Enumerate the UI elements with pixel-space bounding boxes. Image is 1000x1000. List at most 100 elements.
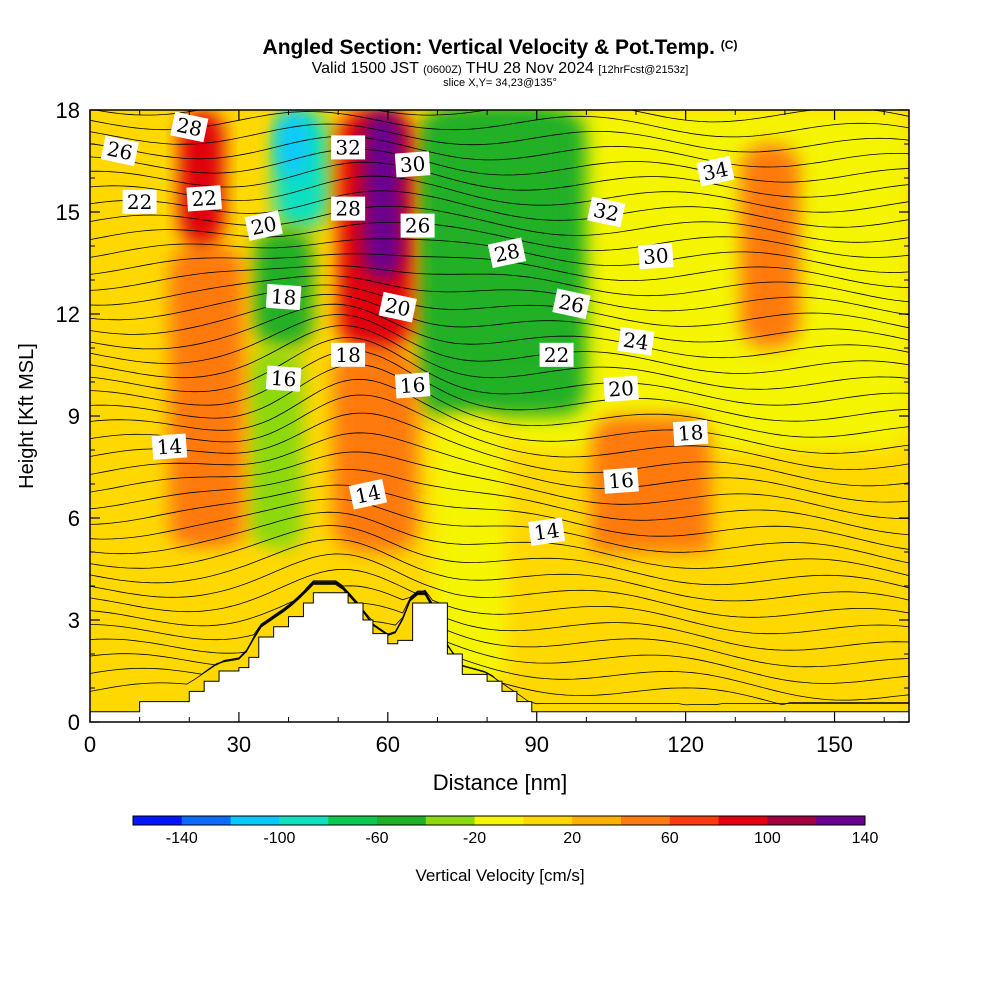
- contour-label: 14: [348, 478, 388, 510]
- colorbar-swatch: [767, 816, 817, 825]
- valid-time-utc: (0600Z): [423, 64, 462, 76]
- isentrope-line: [90, 581, 909, 684]
- colorbar-swatch: [133, 816, 183, 825]
- colorbar-swatch: [474, 816, 524, 825]
- slice-info: slice X,Y= 34,23@135°: [443, 77, 557, 89]
- isentrope-line: [90, 123, 909, 153]
- isentrope-line: [90, 350, 909, 422]
- velocity-region: [546, 552, 909, 722]
- isentrope-line: [90, 498, 909, 564]
- valid-date: THU 28 Nov 2024: [465, 60, 594, 77]
- isentrope-line: [90, 275, 909, 316]
- colorbar-frame: [132, 815, 866, 826]
- svg-text:16: 16: [608, 468, 635, 494]
- contour-label: 20: [603, 375, 639, 402]
- svg-text:24: 24: [622, 328, 651, 355]
- velocity-region: [169, 246, 244, 552]
- svg-text:26: 26: [405, 214, 430, 238]
- velocity-region: [278, 110, 309, 178]
- vertical-velocity-colorbar: -140 -100 -60 -20 20 60 100 140: [132, 815, 878, 847]
- colorbar-label: Vertical Velocity [cm/s]: [415, 866, 584, 885]
- svg-text:28: 28: [335, 197, 360, 221]
- contour-label: 28: [331, 196, 366, 221]
- isentrope-line: [90, 538, 909, 602]
- isentrope-line: [90, 469, 909, 535]
- svg-text:30: 30: [642, 243, 669, 269]
- isentrope-line: [90, 303, 909, 359]
- contour-label: 20: [378, 291, 417, 323]
- isentrope-line: [90, 222, 909, 258]
- svg-text:28: 28: [174, 113, 204, 142]
- contour-label: 20: [244, 210, 283, 241]
- x-tick-label: 60: [376, 732, 400, 757]
- colorbar-tick-label: 60: [661, 830, 679, 847]
- contour-label: 16: [394, 372, 431, 399]
- svg-text:18: 18: [335, 343, 360, 367]
- colorbar-tick-label: -60: [365, 830, 388, 847]
- colorbar-swatch: [718, 816, 768, 825]
- contour-label: 18: [672, 419, 709, 447]
- contour-label: 28: [170, 111, 209, 143]
- svg-text:20: 20: [249, 211, 279, 240]
- isentrope-line: [90, 84, 909, 107]
- colorbar-swatch: [377, 816, 427, 825]
- contour-label: 30: [394, 151, 431, 178]
- chart-subtitle: Valid 1500 JST (0600Z) THU 28 Nov 2024 […: [0, 61, 1000, 78]
- colorbar-swatch: [181, 816, 232, 825]
- isentrope-line: [90, 525, 909, 589]
- isentrope-line: [90, 484, 909, 550]
- svg-text:16: 16: [270, 366, 297, 392]
- svg-text:34: 34: [700, 157, 730, 186]
- contour-label: 26: [552, 288, 591, 320]
- isentrope-line: [90, 293, 909, 343]
- svg-text:14: 14: [532, 518, 561, 545]
- svg-text:26: 26: [105, 136, 135, 165]
- isentrope-line: [90, 284, 909, 329]
- colorbar-swatch: [816, 816, 866, 825]
- isentrope-line: [90, 432, 909, 503]
- svg-text:16: 16: [399, 373, 426, 399]
- plot-area: 14 14 14 16 16 16 18 18 18 20 20 20 22 22 22 24 26 26 26 28…: [90, 84, 909, 722]
- isentrope-line: [90, 378, 909, 454]
- svg-text:32: 32: [591, 198, 621, 227]
- svg-text:20: 20: [383, 293, 413, 322]
- svg-text:18: 18: [270, 284, 297, 310]
- colorbar-swatch: [425, 816, 476, 825]
- contour-label: 18: [265, 283, 302, 311]
- y-tick-label: 3: [68, 608, 80, 633]
- contour-label: 22: [186, 185, 222, 212]
- velocity-region: [506, 110, 909, 450]
- isentrope-line: [90, 190, 909, 228]
- y-tick-label: 15: [56, 200, 80, 225]
- svg-text:18: 18: [677, 420, 704, 446]
- colorbar-swatch: [523, 816, 573, 825]
- valid-time: Valid 1500 JST: [311, 60, 419, 77]
- colorbar-tick-label: -20: [463, 830, 486, 847]
- velocity-region: [437, 110, 562, 348]
- isentrope-line: [90, 394, 909, 470]
- contour-label: 22: [122, 189, 157, 214]
- contour-label: 32: [331, 135, 366, 160]
- svg-text:30: 30: [399, 152, 426, 178]
- contour-label: 34: [696, 155, 735, 187]
- x-tick-label: 0: [84, 732, 96, 757]
- vertical-velocity-field: [90, 110, 909, 722]
- contour-labels: 14 14 14 16 16 16 18 18 18 20 20 20 22 22 22 24 26 26 26 28…: [100, 111, 735, 546]
- colorbar-tick-label: -100: [263, 830, 295, 847]
- svg-text:20: 20: [608, 376, 635, 402]
- axes: 0 30 60 90 120 150 0 3 6 9 12 15 18: [56, 98, 909, 757]
- contour-label: 22: [539, 342, 574, 367]
- contour-label: 26: [400, 213, 435, 238]
- x-tick-label: 120: [667, 732, 704, 757]
- svg-text:22: 22: [544, 343, 569, 367]
- chart-title-text: Angled Section: Vertical Velocity & Pot.…: [262, 36, 715, 59]
- contour-label: 14: [151, 433, 188, 460]
- isentrope-line: [90, 135, 909, 168]
- x-tick-label: 90: [524, 732, 548, 757]
- colorbar-tick-label: -140: [166, 830, 198, 847]
- y-tick-label: 9: [68, 404, 80, 429]
- isentrope-line: [90, 205, 909, 243]
- y-tick-label: 6: [68, 506, 80, 531]
- y-tick-label: 12: [56, 302, 80, 327]
- contour-label: 24: [617, 326, 655, 356]
